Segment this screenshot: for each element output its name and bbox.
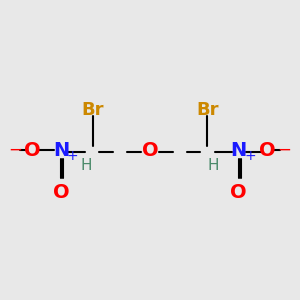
Text: H: H bbox=[81, 158, 92, 173]
Text: −: − bbox=[278, 141, 291, 159]
Text: H: H bbox=[208, 158, 219, 173]
Text: Br: Br bbox=[196, 101, 218, 119]
Text: O: O bbox=[230, 183, 247, 202]
Text: O: O bbox=[142, 140, 158, 160]
Text: Br: Br bbox=[82, 101, 104, 119]
Text: O: O bbox=[53, 183, 70, 202]
Text: −: − bbox=[9, 141, 22, 159]
Text: O: O bbox=[259, 140, 276, 160]
Text: +: + bbox=[244, 149, 256, 163]
Text: +: + bbox=[67, 149, 79, 163]
Text: O: O bbox=[24, 140, 41, 160]
Text: N: N bbox=[231, 140, 247, 160]
Text: N: N bbox=[53, 140, 69, 160]
